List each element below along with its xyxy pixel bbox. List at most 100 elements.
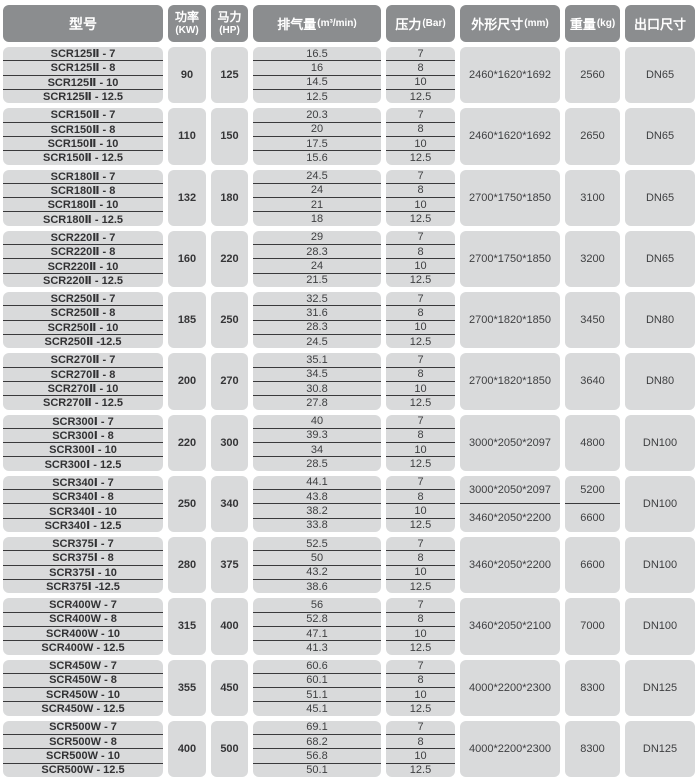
displacement-value: 20.3	[253, 108, 381, 123]
weight-cell: 5200 6600	[565, 475, 620, 532]
weight-value: 2560	[565, 47, 620, 104]
displacement-value: 24.5	[253, 170, 381, 184]
model-cell: SCR450W - 7 SCR450W - 8 SCR450W - 10 SCR…	[3, 659, 163, 716]
header-dims-unit: (mm)	[524, 18, 549, 29]
pressure-value: 8	[386, 306, 455, 321]
outlet-value: DN100	[625, 598, 695, 655]
header-model-label: 型号	[69, 15, 97, 32]
model-name: SCR270Ⅱ - 10	[3, 382, 163, 397]
pressure-cell: 7 8 10 12.5	[386, 537, 455, 594]
model-name: SCR150Ⅱ - 10	[3, 137, 163, 152]
dims-value: 4000*2200*2300	[460, 659, 560, 716]
model-name: SCR340Ⅰ - 10	[3, 504, 163, 519]
dims-value: 2460*1620*1692	[460, 47, 560, 104]
pressure-value: 7	[386, 721, 455, 736]
header-hp: 马力 (HP)	[211, 5, 248, 42]
model-cell: SCR500W - 7 SCR500W - 8 SCR500W - 10 SCR…	[3, 720, 163, 777]
hp-value: 300	[211, 414, 248, 471]
power-value: 185	[168, 292, 206, 349]
model-name: SCR340Ⅰ - 8	[3, 490, 163, 505]
model-cell: SCR150Ⅱ - 7 SCR150Ⅱ - 8 SCR150Ⅱ - 10 SCR…	[3, 108, 163, 165]
model-name: SCR500W - 10	[3, 749, 163, 764]
displacement-value: 17.5	[253, 137, 381, 152]
displacement-value: 47.1	[253, 627, 381, 642]
pressure-value: 10	[386, 566, 455, 580]
model-name: SCR450W - 10	[3, 688, 163, 703]
power-value: 90	[168, 47, 206, 104]
model-name: SCR375Ⅰ -12.5	[46, 581, 120, 594]
displacement-value: 52.5	[253, 537, 381, 552]
displacement-value: 43.8	[253, 490, 381, 505]
model-name: SCR150Ⅱ - 7	[3, 108, 163, 123]
pressure-value: 7	[386, 598, 455, 613]
hp-value: 400	[211, 598, 248, 655]
displacement-cell: 56 52.8 47.1 41.3	[253, 598, 381, 655]
pressure-value: 10	[386, 137, 455, 152]
power-value: 132	[168, 169, 206, 226]
model-name: SCR250Ⅱ - 8	[3, 306, 163, 321]
displacement-value: 43.2	[253, 566, 381, 580]
displacement-value: 40	[253, 415, 381, 429]
hp-value: 375	[211, 537, 248, 594]
model-name: SCR150Ⅱ - 12.5	[42, 152, 123, 165]
model-name: SCR400W - 7	[3, 598, 163, 613]
displacement-value: 34.5	[253, 368, 381, 382]
pressure-value: 12.5	[409, 703, 432, 716]
pressure-value: 8	[386, 735, 455, 750]
pressure-cell: 7 8 10 12.5	[386, 292, 455, 349]
pressure-value: 8	[386, 490, 455, 505]
model-name: SCR125Ⅱ - 7	[3, 47, 163, 62]
displacement-cell: 29 28.3 24 21.5	[253, 230, 381, 287]
model-name: SCR220Ⅱ - 10	[3, 259, 163, 274]
displacement-value: 56.8	[253, 749, 381, 764]
model-name: SCR400W - 12.5	[41, 641, 125, 654]
header-power-label: 功率	[174, 10, 199, 25]
header-weight: 重量 (kg)	[565, 5, 620, 42]
outlet-value: DN100	[625, 475, 695, 532]
hp-value: 500	[211, 720, 248, 777]
model-name: SCR150Ⅱ - 8	[3, 123, 163, 137]
pressure-cell: 7 8 10 12.5	[386, 47, 455, 104]
weight-value: 2650	[565, 108, 620, 165]
header-pressure-unit: (Bar)	[422, 18, 446, 29]
displacement-value: 60.1	[253, 674, 381, 689]
displacement-cell: 60.6 60.1 51.1 45.1	[253, 659, 381, 716]
dims-value: 3460*2050*2200	[460, 537, 560, 594]
pressure-value: 12.5	[409, 519, 432, 532]
model-name: SCR450W - 8	[3, 674, 163, 689]
hp-value: 220	[211, 230, 248, 287]
dims-value: 2700*1750*1850	[460, 230, 560, 287]
model-name: SCR300Ⅰ - 10	[3, 443, 163, 458]
model-name: SCR270Ⅱ - 8	[3, 368, 163, 382]
model-cell: SCR375Ⅰ - 7 SCR375Ⅰ - 8 SCR375Ⅰ - 10 SCR…	[3, 537, 163, 594]
model-name: SCR500W - 7	[3, 721, 163, 736]
pressure-value: 10	[386, 76, 455, 90]
pressure-value: 12.5	[409, 458, 432, 471]
power-value: 400	[168, 720, 206, 777]
header-power: 功率 (KW)	[168, 5, 206, 42]
dims-value: 2460*1620*1692	[460, 108, 560, 165]
model-cell: SCR125Ⅱ - 7 SCR125Ⅱ - 8 SCR125Ⅱ - 10 SCR…	[3, 47, 163, 104]
pressure-value: 7	[386, 415, 455, 429]
model-cell: SCR340Ⅰ - 7 SCR340Ⅰ - 8 SCR340Ⅰ - 10 SCR…	[3, 475, 163, 532]
weight-value: 8300	[565, 720, 620, 777]
displacement-value: 24	[253, 184, 381, 199]
pressure-value: 12.5	[409, 335, 432, 348]
power-value: 110	[168, 108, 206, 165]
displacement-value: 32.5	[253, 292, 381, 307]
weight-value: 5200	[565, 476, 620, 505]
model-name: SCR270Ⅱ - 7	[3, 353, 163, 368]
dims-value: 2700*1820*1850	[460, 353, 560, 410]
header-pressure-label: 压力	[395, 17, 422, 32]
model-name: SCR220Ⅱ - 12.5	[42, 274, 123, 287]
displacement-value: 27.8	[306, 396, 328, 409]
displacement-value: 35.1	[253, 353, 381, 368]
pressure-value: 8	[386, 123, 455, 137]
model-name: SCR375Ⅰ - 10	[3, 566, 163, 580]
pressure-value: 7	[386, 108, 455, 123]
pressure-value: 12.5	[409, 396, 432, 409]
displacement-value: 12.5	[306, 90, 328, 103]
pressure-value: 7	[386, 170, 455, 184]
displacement-value: 56	[253, 598, 381, 613]
hp-value: 180	[211, 169, 248, 226]
